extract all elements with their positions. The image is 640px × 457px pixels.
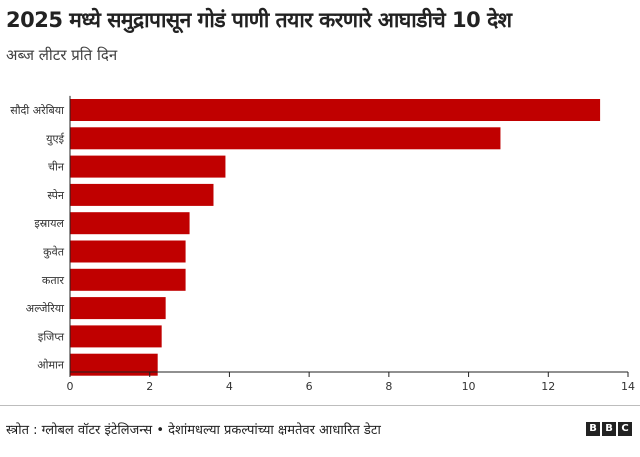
bbc-logo-letter: B	[602, 422, 616, 436]
bbc-logo-letter: C	[618, 422, 632, 436]
category-label: कुवेत	[43, 246, 65, 259]
bar	[70, 325, 162, 348]
footer-divider	[0, 405, 640, 406]
source-note: स्त्रोत : ग्लोबल वॉटर इंटेलिजन्स • देशां…	[6, 423, 381, 438]
chart-title: 2025 मध्ये समुद्रापासून गोडं पाणी तयार क…	[6, 8, 512, 32]
category-label: कतार	[42, 274, 65, 287]
category-label: चीन	[48, 161, 65, 174]
x-tick-label: 10	[462, 380, 476, 393]
chart-subtitle: अब्ज लीटर प्रति दिन	[6, 46, 118, 64]
x-tick-label: 2	[146, 380, 153, 393]
bbc-logo-letter: B	[586, 422, 600, 436]
bar-chart: सौदी अरेबिया युएई चीन स्पेन इस्रायल कुवेत कतार…	[10, 95, 635, 393]
bar	[70, 353, 158, 376]
category-label: इजिप्त	[38, 330, 65, 343]
bar	[70, 127, 501, 150]
category-label: अल्जेरिया	[26, 302, 64, 315]
bar	[70, 99, 601, 121]
x-tick-label: 14	[621, 380, 635, 393]
category-label: सौदी अरेबिया	[10, 104, 64, 117]
category-label: स्पेन	[47, 189, 65, 202]
bar	[70, 212, 190, 235]
category-label: युएई	[46, 132, 65, 145]
category-label: इस्रायल	[34, 217, 64, 230]
bar	[70, 240, 186, 263]
x-tick-label: 8	[385, 380, 392, 393]
x-tick-label: 4	[226, 380, 233, 393]
bar	[70, 268, 186, 291]
category-label: ओमान	[37, 359, 65, 372]
bar	[70, 155, 226, 178]
bar	[70, 297, 166, 320]
bar	[70, 183, 214, 206]
x-tick-label: 6	[306, 380, 313, 393]
bbc-logo: B B C	[586, 422, 632, 436]
x-tick-label: 0	[67, 380, 74, 393]
x-tick-label: 12	[541, 380, 555, 393]
